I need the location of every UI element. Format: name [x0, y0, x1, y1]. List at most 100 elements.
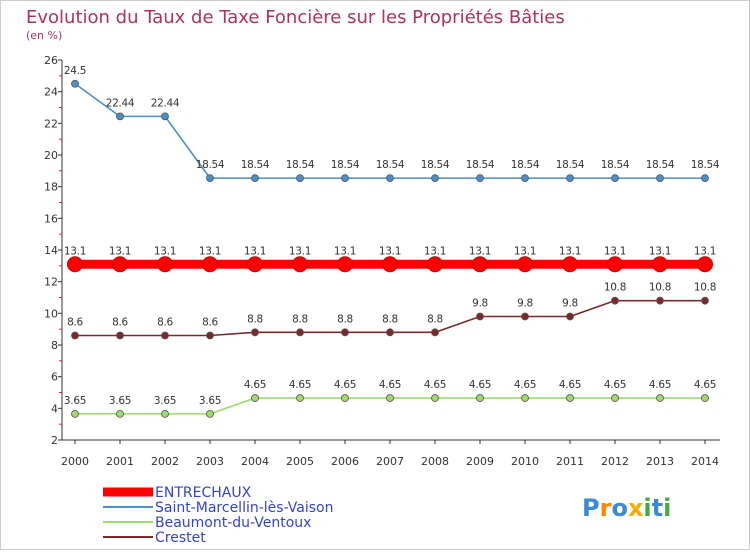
x-tick-label: 2013 — [646, 455, 674, 468]
data-point — [206, 174, 214, 183]
series-saint-marcellin-l-s-vaison — [71, 79, 709, 183]
data-label: 3.65 — [64, 395, 86, 407]
data-point — [562, 256, 578, 273]
data-label: 8.6 — [67, 317, 83, 329]
data-point — [296, 394, 304, 402]
chart-title: Evolution du Taux de Taxe Foncière sur l… — [26, 7, 565, 28]
data-point — [386, 394, 394, 402]
x-tick-label: 2009 — [466, 455, 494, 468]
x-tick-label: 2011 — [556, 455, 584, 468]
data-point — [701, 174, 709, 183]
data-point — [337, 256, 353, 273]
data-label: 9.8 — [562, 298, 578, 310]
data-point — [161, 409, 169, 418]
series-segment — [164, 115, 211, 179]
data-label: 22.44 — [106, 97, 135, 109]
data-point — [71, 409, 79, 418]
y-tick-label: 12 — [44, 276, 58, 289]
series-segment — [569, 299, 616, 318]
data-point — [341, 394, 349, 402]
series-segment — [209, 397, 256, 415]
data-label: 3.65 — [199, 395, 221, 407]
series-segment — [209, 331, 256, 337]
legend-label: Saint-Marcellin-lès-Vaison — [155, 500, 334, 516]
data-point — [607, 256, 623, 273]
data-label: 9.8 — [472, 298, 488, 310]
data-label: 18.54 — [511, 159, 540, 171]
data-label: 9.8 — [517, 298, 533, 310]
data-label: 8.6 — [157, 317, 173, 329]
data-label: 13.1 — [334, 245, 356, 257]
data-point — [521, 394, 529, 402]
legend: ENTRECHAUXSaint-Marcellin-lès-VaisonBeau… — [103, 485, 334, 546]
data-point — [251, 328, 259, 337]
data-label: 4.65 — [514, 379, 536, 391]
data-label: 8.6 — [202, 317, 218, 329]
series-beaumont-du-ventoux — [71, 394, 709, 418]
data-point — [247, 256, 263, 273]
data-point — [656, 296, 664, 305]
data-label: 13.1 — [469, 245, 491, 257]
x-tick-label: 2007 — [376, 455, 404, 468]
data-label: 4.65 — [334, 379, 356, 391]
x-tick-label: 2008 — [421, 455, 449, 468]
y-tick-label: 8 — [51, 339, 58, 352]
data-point — [656, 394, 664, 402]
data-point — [701, 394, 709, 402]
data-point — [296, 328, 304, 337]
data-label: 13.1 — [514, 245, 536, 257]
data-point — [566, 312, 574, 321]
x-tick-label: 2004 — [241, 455, 269, 468]
legend-label: Beaumont-du-Ventoux — [155, 515, 311, 531]
data-label: 4.65 — [469, 379, 491, 391]
series-entrechaux — [67, 256, 713, 273]
data-label: 4.65 — [289, 379, 311, 391]
data-point — [652, 256, 668, 273]
chart-subtitle: (en %) — [26, 29, 62, 42]
data-point — [251, 394, 259, 402]
series-layer — [67, 79, 713, 418]
x-tick-label: 2014 — [691, 455, 719, 468]
data-label: 4.65 — [604, 379, 626, 391]
data-label: 18.54 — [331, 159, 360, 171]
x-tick-label: 2002 — [151, 455, 179, 468]
y-tick-label: 20 — [44, 149, 58, 162]
legend-label: ENTRECHAUX — [155, 485, 252, 501]
data-label: 18.54 — [376, 159, 405, 171]
data-point — [341, 174, 349, 183]
data-label: 18.54 — [556, 159, 585, 171]
y-tick-label: 18 — [44, 181, 58, 194]
data-label: 24.5 — [64, 65, 86, 77]
data-label: 10.8 — [649, 282, 671, 294]
data-point — [161, 112, 169, 121]
data-label: 4.65 — [244, 379, 266, 391]
data-point — [521, 174, 529, 183]
data-label: 8.6 — [112, 317, 128, 329]
data-point — [296, 174, 304, 183]
proxiti-logo: Proxiti — [582, 494, 671, 522]
data-point — [697, 256, 713, 273]
x-tick-label: 2006 — [331, 455, 359, 468]
data-label: 13.1 — [109, 245, 131, 257]
logo-text: Proxiti — [582, 494, 671, 522]
y-tick-label: 2 — [51, 434, 58, 447]
data-labels-layer: 24.5 22.44 22.44 18.54 18.54 18.54 18.54 18.54 1… — [64, 65, 720, 407]
x-tick-label: 2010 — [511, 455, 539, 468]
data-point — [116, 331, 124, 340]
data-label: 18.54 — [691, 159, 720, 171]
series-segment — [74, 82, 121, 118]
data-point — [431, 328, 439, 337]
series-segment — [434, 315, 481, 334]
data-point — [431, 394, 439, 402]
data-point — [112, 256, 128, 273]
data-label: 4.65 — [649, 379, 671, 391]
data-label: 4.65 — [379, 379, 401, 391]
y-tick-label: 4 — [51, 402, 58, 415]
y-tick-label: 16 — [44, 212, 58, 225]
data-point — [427, 256, 443, 273]
data-label: 13.1 — [244, 245, 266, 257]
data-label: 3.65 — [154, 395, 176, 407]
x-tick-label: 2001 — [106, 455, 134, 468]
x-tick-label: 2003 — [196, 455, 224, 468]
